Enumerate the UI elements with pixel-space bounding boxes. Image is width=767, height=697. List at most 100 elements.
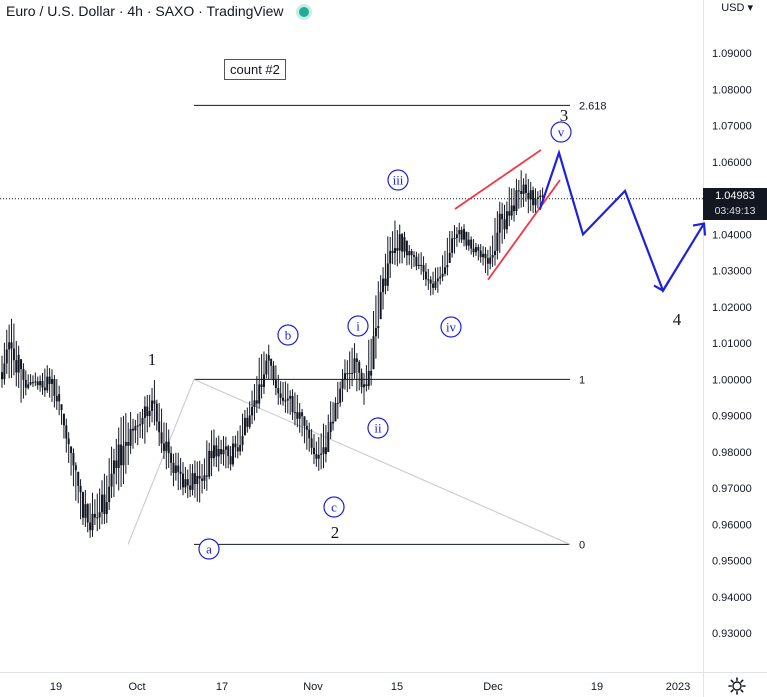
candle-body	[470, 239, 473, 249]
candle-body	[353, 358, 356, 374]
candle-body	[179, 471, 182, 474]
candle-body	[355, 358, 358, 362]
candle-body	[110, 473, 113, 487]
candle-body	[391, 250, 394, 254]
candle-body	[67, 438, 70, 445]
candle-body	[232, 443, 235, 465]
candle-body	[260, 384, 263, 387]
candle-body	[415, 256, 418, 267]
candle-body	[31, 382, 34, 384]
candle-body	[284, 400, 287, 402]
candle-body	[101, 494, 104, 513]
wave-circle-v	[550, 121, 572, 143]
projection-path	[538, 149, 705, 294]
candle-body	[270, 358, 273, 366]
candle-body	[15, 360, 18, 373]
candle-body	[153, 400, 156, 404]
candle-body	[527, 192, 530, 200]
y-tick-label: 1.02000	[712, 302, 752, 314]
candle-body	[22, 369, 25, 380]
candle-body	[62, 413, 65, 426]
y-tick-label: 0.96000	[712, 519, 752, 531]
candle-body	[72, 453, 75, 466]
candle-body	[43, 387, 46, 391]
wave-label-b: b	[285, 328, 292, 343]
y-tick-label: 0.93000	[712, 628, 752, 640]
currency-selector[interactable]: USD ▾	[721, 2, 753, 14]
candle-body	[322, 447, 325, 454]
chart-header: Euro / U.S. Dollar · 4h · SAXO · Trading…	[6, 3, 310, 19]
candle-body	[336, 402, 339, 404]
candle-body	[205, 475, 208, 477]
candle-body	[360, 372, 363, 388]
wedge-line	[487, 179, 561, 281]
candle-body	[189, 485, 192, 490]
candle-body	[65, 425, 68, 439]
candle-body	[84, 504, 87, 518]
candle-body	[34, 381, 37, 383]
candle-body	[505, 211, 508, 230]
candle-body	[351, 372, 354, 374]
candle-body	[489, 257, 492, 264]
candle-body	[308, 429, 311, 439]
wave-label-1: 1	[148, 350, 157, 369]
live-status-dot-icon	[299, 7, 310, 18]
candle-body	[334, 403, 337, 422]
candle-body	[93, 513, 96, 518]
candle-body	[417, 264, 420, 267]
candle-body	[246, 417, 249, 427]
candle-body	[465, 231, 468, 246]
candle-body	[532, 190, 535, 206]
bar-countdown: 03:49:13	[714, 205, 756, 217]
candle-body	[448, 252, 451, 263]
candle-body	[12, 348, 15, 361]
candle-body	[539, 195, 542, 198]
candle-body	[389, 250, 392, 264]
candle-body	[122, 445, 125, 466]
x-tick-label: 2023	[666, 681, 690, 693]
candle-body	[146, 406, 149, 417]
candle-body	[98, 512, 101, 518]
candle-body	[172, 462, 175, 474]
candle-body	[460, 229, 463, 240]
candle-body	[513, 205, 516, 212]
candle-body	[60, 404, 63, 411]
candle-body	[282, 397, 285, 401]
candle-body	[158, 421, 161, 433]
candle-body	[529, 190, 532, 200]
wave-label-4: 4	[673, 310, 682, 329]
candle-body	[534, 199, 537, 206]
x-tick-label: Oct	[128, 681, 145, 693]
candle-body	[155, 403, 158, 422]
wave-circle-c	[323, 496, 345, 518]
y-tick-label: 0.95000	[712, 556, 752, 568]
candle-body	[81, 492, 84, 518]
candle-body	[510, 205, 513, 216]
candle-body	[482, 253, 485, 258]
candle-body	[420, 264, 423, 266]
candle-body	[289, 396, 292, 399]
fib-anchor-line	[127, 379, 195, 545]
y-tick-label: 1.09000	[712, 48, 752, 60]
candle-body	[143, 406, 146, 418]
wave-circle-b	[277, 324, 299, 346]
candle-body	[296, 412, 299, 419]
candle-body	[131, 428, 134, 431]
candle-body	[396, 248, 399, 251]
candle-body	[91, 513, 94, 531]
candle-body	[58, 394, 61, 402]
wave-label-2: 2	[331, 523, 340, 542]
settings-gear-icon[interactable]	[727, 676, 747, 696]
candle-body	[20, 359, 23, 370]
wedge-line	[454, 149, 542, 210]
x-tick-label: 19	[50, 681, 62, 693]
candle-body	[372, 336, 375, 370]
candle-body	[434, 281, 437, 288]
candle-body	[320, 453, 323, 455]
candle-body	[286, 398, 289, 401]
candle-body	[315, 454, 318, 459]
candle-body	[239, 444, 242, 452]
candle-body	[129, 428, 132, 446]
wave-circle-ii	[367, 417, 389, 439]
